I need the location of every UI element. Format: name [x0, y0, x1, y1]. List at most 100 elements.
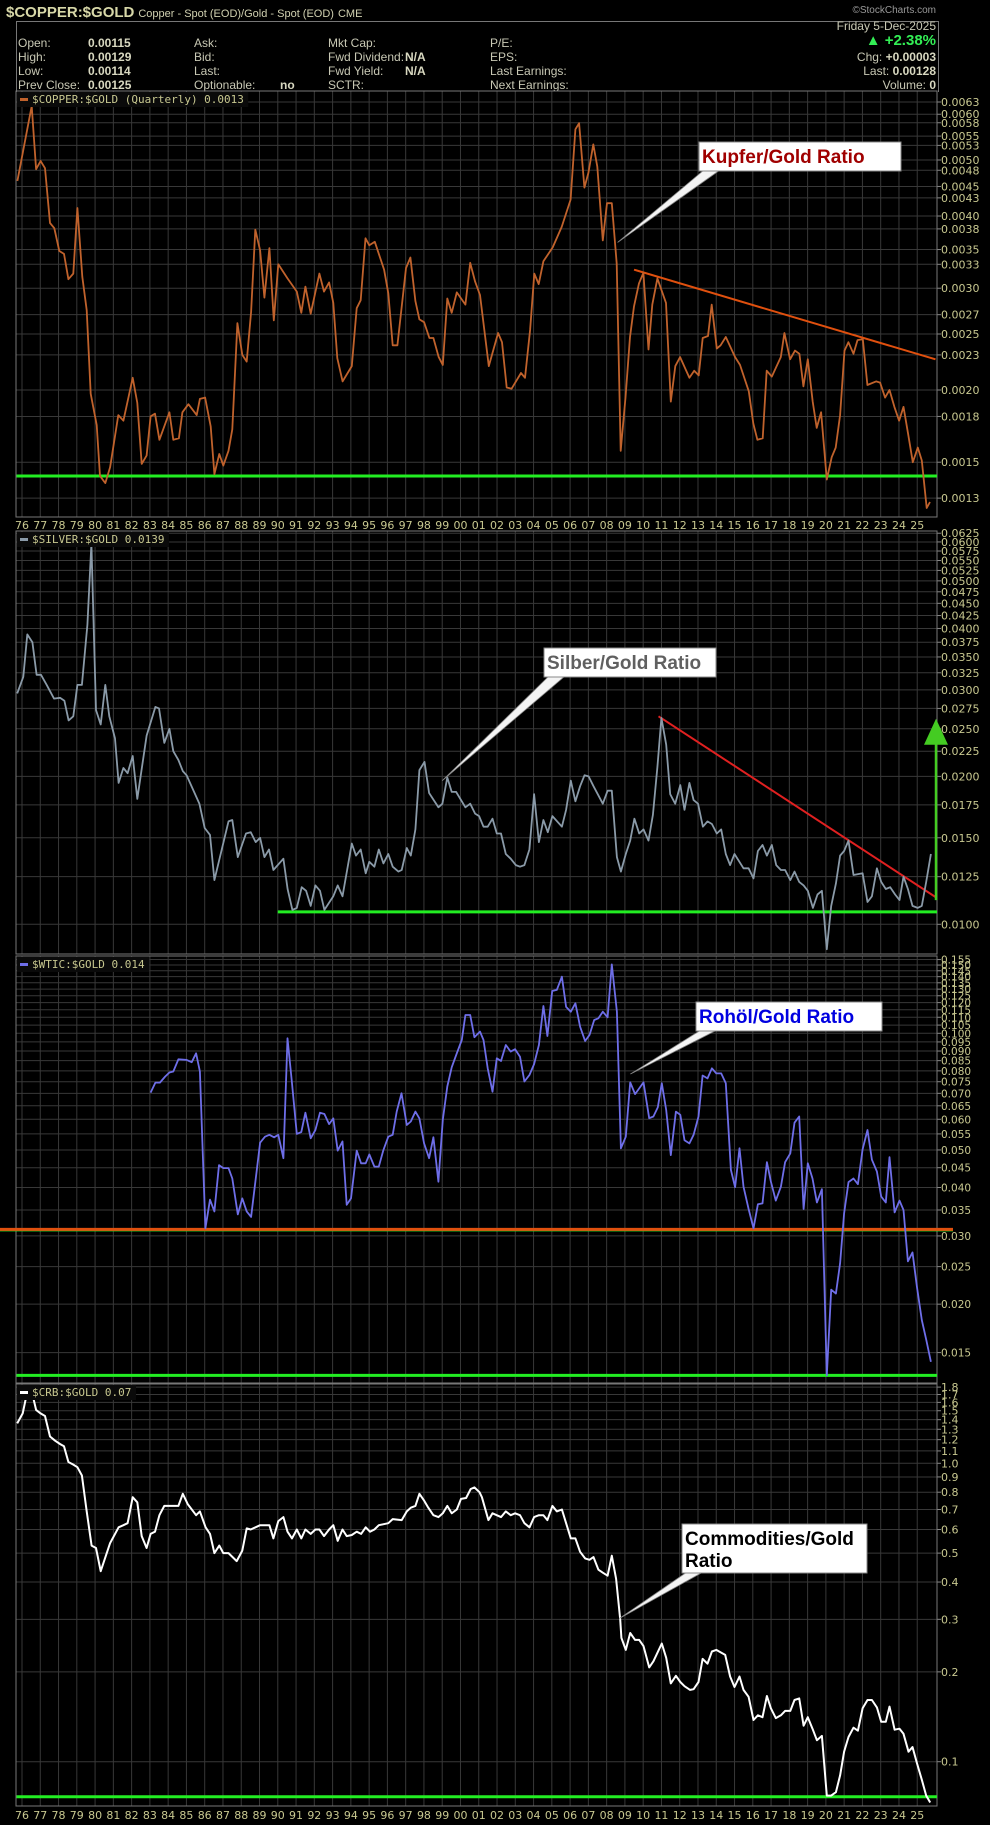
y-tick-label: 0.120: [941, 998, 971, 1010]
x-tick-label: 85: [179, 1809, 193, 1822]
x-tick-label: 02: [490, 1809, 504, 1822]
x-tick-label: 81: [106, 519, 120, 532]
y-tick-label: 0.155: [941, 955, 971, 967]
x-tick-label: 90: [271, 1809, 285, 1822]
y-tick-label: 0.150: [941, 960, 971, 972]
x-tick-label: 10: [636, 519, 650, 532]
x-tick-label: 16: [746, 1809, 760, 1822]
y-tick-label: 1.7: [941, 1389, 959, 1402]
y-tick-label: 0.060: [941, 1114, 971, 1126]
symbol-description: Copper - Spot (EOD)/Gold - Spot (EOD): [138, 8, 334, 20]
x-tick-label: 90: [271, 519, 285, 532]
annotation-callout: Kupfer/Gold Ratio: [617, 141, 902, 243]
y-tick-label: 0.4: [941, 1576, 959, 1589]
x-tick-label: 78: [52, 519, 66, 532]
panel-4: 1.81.71.61.51.41.31.21.11.00.9 0.8 0.7 0.6 0…: [15, 1381, 959, 1807]
x-tick-label: 24: [892, 519, 906, 532]
callout-text: Commodities/Gold: [685, 1529, 854, 1550]
x-tick-label: 87: [216, 519, 230, 532]
y-tick-label: 0.0275: [941, 702, 980, 715]
y-tick-label: 0.0055: [941, 130, 980, 143]
quote-info-box: [16, 21, 939, 92]
x-tick-label: 06: [563, 1809, 577, 1822]
y-tick-label: 0.015: [941, 1348, 971, 1360]
y-tick-label: 0.140: [941, 972, 971, 984]
callout-text: Kupfer/Gold Ratio: [702, 147, 865, 168]
legend-swatch: [20, 538, 28, 541]
y-tick-label: 1.3: [941, 1423, 959, 1436]
field-label-eps: EPS:: [490, 50, 518, 64]
legend-swatch: [20, 98, 28, 101]
x-tick-label: 77: [33, 519, 47, 532]
quote-date: Friday 5-Dec-2025: [836, 19, 936, 33]
y-tick-label: 0.085: [941, 1056, 971, 1068]
x-tick-label: 25: [910, 1809, 924, 1822]
symbol: $COPPER:$GOLD: [6, 4, 135, 21]
x-tick-label: 83: [143, 1809, 157, 1822]
y-tick-label: 0.9: [941, 1471, 959, 1484]
field-label-fwd_yield: Fwd Yield:: [328, 64, 384, 78]
y-tick-label: 0.035: [941, 1205, 971, 1217]
y-tick-label: 0.0600: [941, 536, 980, 549]
x-tick-label: 91: [289, 519, 303, 532]
y-tick-label: 0.0575: [941, 545, 980, 558]
x-tick-label: 92: [307, 519, 321, 532]
up-arrow-icon: ▲: [865, 32, 885, 49]
legend-label: $WTIC:$GOLD 0.014: [32, 958, 145, 971]
x-tick-label: 21: [837, 519, 851, 532]
x-tick-label: 91: [289, 1809, 303, 1822]
field-label-prev_close: Prev Close:: [18, 78, 81, 92]
legend: $COPPER:$GOLD (Quarterly) 0.0013: [17, 92, 249, 107]
series-line: [16, 105, 931, 509]
x-tick-label: 82: [125, 519, 139, 532]
y-tick-label: 0.0550: [941, 555, 980, 568]
y-tick-label: 0.1: [941, 1756, 959, 1769]
callout-box: [543, 647, 717, 678]
x-tick-label: 98: [417, 519, 431, 532]
x-tick-label: 20: [819, 1809, 833, 1822]
field-volume: Volume: 0: [882, 78, 936, 92]
y-tick-label: 0.2: [941, 1666, 959, 1679]
x-tick-label: 76: [15, 519, 29, 532]
y-tick-label: 0.7: [941, 1504, 959, 1517]
legend-label: $SILVER:$GOLD 0.0139: [32, 533, 164, 546]
panel-1: 0.00630.00600.00580.00550.00530.00500.00…: [15, 90, 980, 518]
x-tick-label: 20: [819, 519, 833, 532]
x-tick-label: 85: [179, 519, 193, 532]
x-tick-label: 93: [326, 519, 340, 532]
x-tick-label: 93: [326, 1809, 340, 1822]
legend-bg: [17, 532, 169, 547]
y-tick-label: 1.8: [941, 1381, 959, 1394]
x-tick-label: 21: [837, 1809, 851, 1822]
y-tick-label: 1.4: [941, 1414, 959, 1427]
x-tick-label: 11: [654, 519, 668, 532]
legend-swatch: [20, 963, 28, 966]
y-tick-label: 0.0500: [941, 575, 980, 588]
x-tick-label: 84: [161, 519, 175, 532]
y-tick-label: 0.0053: [941, 139, 980, 152]
field-label-high: High:: [18, 50, 47, 64]
y-tick-label: 0.025: [941, 1262, 971, 1274]
y-tick-label: 0.0048: [941, 164, 980, 177]
field-value-high: 0.00129: [88, 50, 132, 64]
x-tick-label: 00: [453, 1809, 467, 1822]
y-tick-label: 0.0450: [941, 597, 980, 610]
x-tick-label: 79: [70, 1809, 84, 1822]
x-tick-label: 05: [545, 519, 559, 532]
watermark: ©StockCharts.com: [852, 5, 936, 16]
y-tick-label: 0.0225: [941, 745, 980, 758]
exchange: CME: [337, 8, 363, 20]
field-value-prev_close: 0.00125: [88, 78, 132, 92]
field-chg: Chg: +0.00003: [856, 50, 936, 64]
callout-box: [695, 1001, 883, 1032]
y-tick-label: 0.075: [941, 1077, 971, 1089]
field-label-ask: Ask:: [194, 36, 218, 50]
y-tick-label: 0.045: [941, 1163, 971, 1175]
legend: $WTIC:$GOLD 0.014: [17, 957, 150, 972]
field-label-fwd_dividend: Fwd Dividend:: [328, 50, 405, 64]
y-tick-label: 0.0125: [941, 871, 980, 884]
x-tick-label: 98: [417, 1809, 431, 1822]
y-tick-label: 0.0200: [941, 770, 980, 783]
x-tick-label: 99: [435, 519, 449, 532]
